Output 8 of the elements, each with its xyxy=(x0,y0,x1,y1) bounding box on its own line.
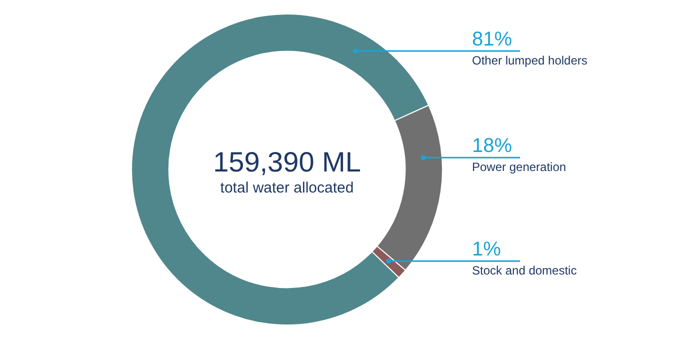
slice-label: Stock and domestic xyxy=(472,263,577,278)
slice-label: Other lumped holders xyxy=(472,53,588,68)
text: 159,390 ML xyxy=(213,146,361,178)
text: total water allocated xyxy=(220,180,354,196)
slice-label: Power generation xyxy=(472,160,566,174)
data-label: 18% xyxy=(472,135,512,158)
data-label: 81% xyxy=(472,28,512,51)
data-label: 1% xyxy=(472,238,502,261)
